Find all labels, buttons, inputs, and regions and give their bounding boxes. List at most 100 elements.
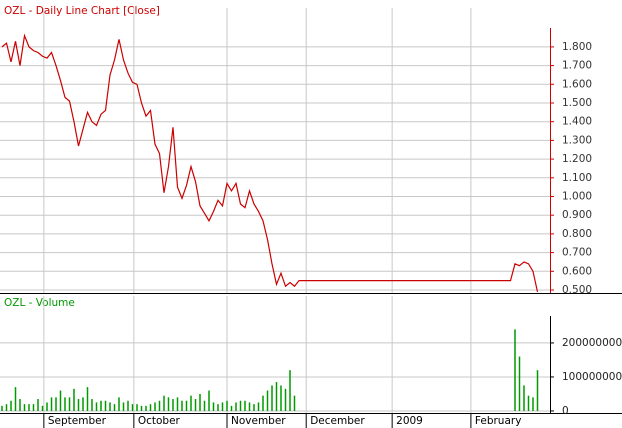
y-tick-label: 100000000 xyxy=(562,371,622,383)
volume-bar xyxy=(77,399,80,411)
volume-bar xyxy=(28,404,30,411)
volume-bar xyxy=(68,397,71,411)
y-tick-label: 1.000 xyxy=(562,191,592,203)
volume-bar xyxy=(226,400,228,411)
volume-bar xyxy=(122,402,125,411)
volume-bar xyxy=(82,397,84,411)
volume-bar xyxy=(113,404,116,411)
y-tick-label: 1.400 xyxy=(562,116,592,128)
volume-bar xyxy=(217,404,219,411)
volume-bar xyxy=(37,399,39,411)
volume-bar xyxy=(532,397,534,411)
volume-bar xyxy=(208,390,210,411)
y-tick-label: 0.500 xyxy=(562,284,592,296)
volume-bar xyxy=(199,393,201,411)
y-tick-label: 1.300 xyxy=(562,134,592,146)
volume-bar xyxy=(41,405,44,411)
volume-bar xyxy=(284,388,287,411)
volume-bar xyxy=(212,402,215,411)
volume-bar xyxy=(527,395,530,411)
volume-bar xyxy=(203,400,206,411)
volume-bar xyxy=(73,388,75,411)
volume-bar xyxy=(239,400,242,411)
volume-bar xyxy=(221,402,224,411)
volume-bar xyxy=(257,402,260,411)
volume-bar xyxy=(131,404,134,411)
volume-bar xyxy=(64,397,66,411)
volume-bar xyxy=(248,402,251,411)
y-tick-label: 1.100 xyxy=(562,172,592,184)
volume-bar xyxy=(518,356,521,411)
volume-bar xyxy=(266,390,269,411)
volume-bar xyxy=(163,395,165,411)
y-tick-label: 1.800 xyxy=(562,41,592,53)
volume-bar xyxy=(244,400,246,411)
volume-bar xyxy=(185,400,188,411)
volume-bar xyxy=(262,395,264,411)
volume-bar xyxy=(194,399,197,411)
volume-bar xyxy=(59,390,62,411)
volume-bar xyxy=(536,370,539,411)
price-line xyxy=(1,33,539,293)
y-tick-label: 0.800 xyxy=(562,228,592,240)
y-tick-label: 1.200 xyxy=(562,153,592,165)
y-tick-label: 200000000 xyxy=(562,337,622,349)
volume-bar xyxy=(167,397,170,411)
volume-bar xyxy=(50,397,53,411)
volume-bar xyxy=(181,400,183,411)
volume-bar xyxy=(46,402,48,411)
volume-bar xyxy=(136,404,138,411)
volume-bar xyxy=(275,382,278,411)
volume-bar xyxy=(523,385,525,411)
volume-bar xyxy=(158,400,161,411)
volume-bar xyxy=(14,387,17,411)
volume-bar xyxy=(10,400,12,411)
y-tick-label: 0.700 xyxy=(562,247,592,259)
volume-bar xyxy=(289,370,291,411)
volume-bar xyxy=(23,404,26,411)
y-tick-label: 0.600 xyxy=(562,265,592,277)
x-tick-label: October xyxy=(138,415,181,427)
volume-bar xyxy=(32,404,35,411)
volume-bar xyxy=(100,400,102,411)
volume-bar xyxy=(140,405,143,411)
volume-bar xyxy=(253,404,255,411)
volume-bar xyxy=(19,399,21,411)
volume-bar xyxy=(104,400,107,411)
volume-bar xyxy=(176,397,179,411)
x-tick-label: 2009 xyxy=(396,415,423,427)
y-tick-label: 0 xyxy=(562,405,569,417)
y-tick-label: 0.900 xyxy=(562,209,592,221)
volume-bar xyxy=(280,385,282,411)
y-tick-label: 1.600 xyxy=(562,78,592,90)
volume-bar xyxy=(109,402,111,411)
volume-bar xyxy=(95,402,98,411)
x-tick-label: November xyxy=(231,415,286,427)
volume-bar xyxy=(118,397,120,411)
volume-bar xyxy=(5,404,8,411)
volume-bar xyxy=(190,395,192,411)
x-tick-label: September xyxy=(48,415,107,427)
volume-bar xyxy=(293,395,296,411)
volume-bar xyxy=(55,397,57,411)
volume-bar xyxy=(172,399,174,411)
volume-bar xyxy=(1,405,3,411)
volume-bar xyxy=(230,405,233,411)
volume-bar xyxy=(271,385,273,411)
y-tick-label: 1.500 xyxy=(562,97,592,109)
volume-bar xyxy=(149,404,152,411)
volume-bar xyxy=(91,399,93,411)
volume-bar xyxy=(514,329,516,411)
volume-bar xyxy=(235,402,237,411)
volume-bar xyxy=(154,402,156,411)
volume-bar xyxy=(86,387,89,411)
volume-title: OZL - Volume xyxy=(4,297,75,309)
x-tick-label: February xyxy=(475,415,522,427)
volume-bar xyxy=(127,400,129,411)
x-tick-label: December xyxy=(310,415,365,427)
volume-bar xyxy=(145,405,147,411)
y-tick-label: 1.700 xyxy=(562,60,592,72)
price-title: OZL - Daily Line Chart [Close] xyxy=(4,5,160,17)
